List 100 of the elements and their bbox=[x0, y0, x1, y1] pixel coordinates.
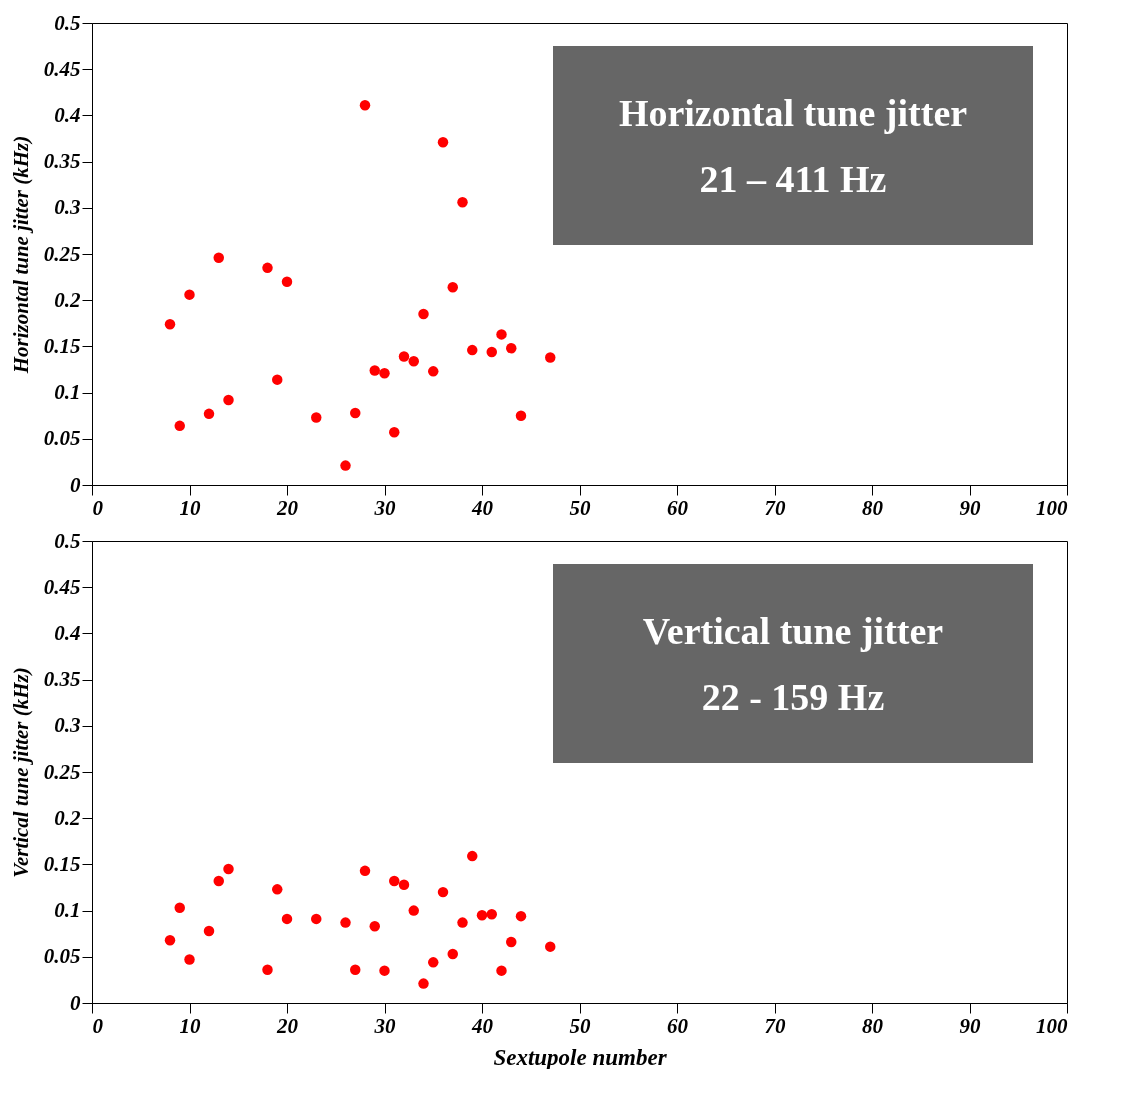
point bbox=[418, 978, 429, 989]
point bbox=[203, 408, 215, 420]
y-tick-label: 0.3 bbox=[54, 713, 81, 738]
x-tick-label: 40 bbox=[471, 495, 494, 520]
y-tick-label: 0.05 bbox=[43, 944, 81, 969]
point bbox=[272, 374, 283, 385]
point bbox=[457, 197, 468, 208]
x-tick-label: 50 bbox=[569, 1013, 591, 1038]
y-tick-label: 0.5 bbox=[54, 528, 81, 553]
x-tick-label: 30 bbox=[373, 1013, 396, 1038]
point bbox=[515, 910, 527, 922]
y-tick-label: 0.3 bbox=[54, 195, 81, 220]
point bbox=[437, 136, 449, 148]
y-axis-title: Vertical tune jitter (kHz) bbox=[8, 667, 33, 878]
point bbox=[262, 964, 273, 975]
x-tick-label: 60 bbox=[667, 495, 689, 520]
y-tick-label: 0.25 bbox=[43, 759, 81, 784]
y-tick-label: 0.1 bbox=[54, 898, 81, 923]
y-tick-label: 0.1 bbox=[54, 380, 81, 405]
point bbox=[486, 909, 497, 920]
annotation: Vertical tune jitter bbox=[642, 608, 944, 653]
x-tick-label: 70 bbox=[764, 495, 786, 520]
point bbox=[447, 948, 458, 960]
annotation: 21 – 411 Hz bbox=[699, 156, 887, 201]
y-tick-label: 0.05 bbox=[43, 426, 81, 451]
x-tick-label: 70 bbox=[764, 1013, 786, 1038]
point bbox=[350, 964, 361, 975]
x-tick-label: 80 bbox=[862, 1013, 884, 1038]
point bbox=[174, 420, 185, 432]
x-tick-label: 20 bbox=[276, 1013, 299, 1038]
point bbox=[350, 407, 361, 419]
point bbox=[359, 100, 371, 111]
point bbox=[398, 351, 410, 362]
point bbox=[379, 965, 390, 976]
y-tick-label: 0.4 bbox=[54, 620, 81, 645]
point bbox=[184, 954, 195, 965]
point bbox=[476, 909, 488, 921]
point bbox=[496, 965, 507, 976]
point bbox=[506, 936, 517, 948]
point bbox=[359, 865, 371, 877]
point bbox=[223, 863, 234, 875]
x-tick-label: 100 bbox=[1036, 1013, 1068, 1038]
y-tick-label: 0.2 bbox=[54, 805, 81, 830]
point bbox=[184, 289, 195, 300]
y-tick-label: 0.45 bbox=[43, 574, 81, 599]
point bbox=[467, 344, 478, 356]
x-tick-label: 0 bbox=[92, 1013, 104, 1038]
point bbox=[213, 252, 224, 263]
y-tick-label: 0.15 bbox=[43, 851, 81, 876]
point bbox=[213, 875, 224, 887]
point bbox=[437, 886, 449, 898]
x-tick-label: 50 bbox=[569, 495, 591, 520]
point bbox=[486, 346, 497, 358]
x-tick-label: 10 bbox=[179, 495, 201, 520]
point bbox=[369, 921, 380, 932]
y-axis-title: Horizontal tune jitter (kHz) bbox=[8, 135, 33, 375]
annotation: 22 - 159 Hz bbox=[701, 674, 885, 719]
y-tick-label: 0.5 bbox=[54, 10, 81, 35]
x-tick-label: 90 bbox=[959, 1013, 981, 1038]
point bbox=[340, 917, 351, 928]
y-tick-label: 0 bbox=[70, 990, 81, 1015]
y-tick-label: 0.35 bbox=[43, 149, 81, 174]
point bbox=[408, 355, 419, 367]
y-tick-label: 0.25 bbox=[43, 241, 81, 266]
point bbox=[281, 913, 293, 925]
x-tick-label: 80 bbox=[862, 495, 884, 520]
point bbox=[389, 875, 400, 887]
point bbox=[496, 329, 507, 340]
label-box: Vertical tune jitter 22 - 159 Hz bbox=[553, 564, 1033, 763]
x-axis-title: Sextupole number bbox=[493, 1044, 668, 1070]
x-tick-label: 60 bbox=[667, 1013, 689, 1038]
point bbox=[272, 884, 283, 895]
y-tick-label: 0.35 bbox=[43, 667, 81, 692]
point bbox=[281, 276, 293, 287]
point bbox=[418, 308, 429, 320]
x-tick-label: 0 bbox=[92, 495, 104, 520]
point bbox=[311, 913, 322, 925]
point bbox=[515, 410, 527, 421]
point bbox=[379, 367, 390, 379]
point bbox=[447, 282, 458, 293]
point bbox=[369, 365, 380, 376]
x-tick-label: 20 bbox=[276, 495, 299, 520]
point bbox=[457, 917, 468, 928]
point bbox=[262, 262, 273, 274]
point bbox=[545, 352, 556, 363]
x-tick-label: 10 bbox=[179, 1013, 201, 1038]
y-tick-label: 0.15 bbox=[43, 333, 81, 358]
point bbox=[506, 343, 517, 354]
x-tick-label: 100 bbox=[1036, 495, 1068, 520]
y-tick-label: 0.4 bbox=[54, 102, 81, 127]
x-tick-label: 30 bbox=[373, 495, 396, 520]
y-tick-label: 0 bbox=[70, 472, 81, 497]
point bbox=[311, 412, 322, 423]
label-box: Horizontal tune jitter 21 – 411 Hz bbox=[553, 46, 1033, 245]
y-tick-label: 0.2 bbox=[54, 287, 81, 312]
x-tick-label: 90 bbox=[959, 495, 981, 520]
point bbox=[389, 427, 400, 438]
point bbox=[467, 850, 478, 862]
annotation: Horizontal tune jitter bbox=[618, 90, 968, 135]
point bbox=[545, 941, 556, 952]
